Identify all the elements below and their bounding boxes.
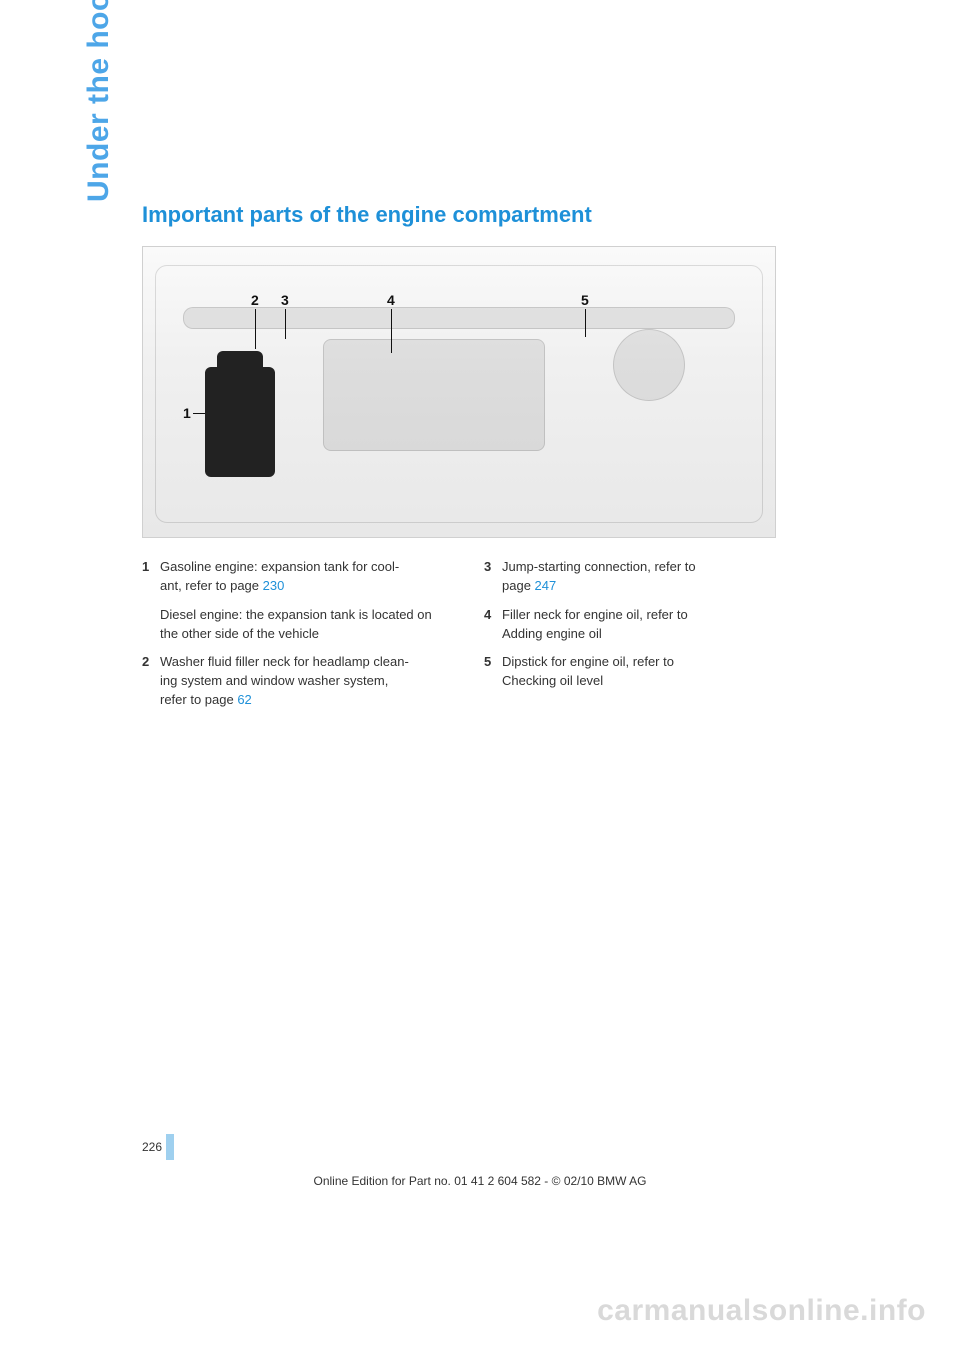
legend-text-1b: ant, refer to page bbox=[160, 578, 263, 593]
legend-link-230[interactable]: 230 bbox=[263, 578, 285, 593]
legend-text-2c: refer to page bbox=[160, 692, 237, 707]
callout-1: 1 bbox=[183, 405, 191, 421]
legend-text-3a: Jump-starting connection, refer to bbox=[502, 559, 696, 574]
side-tab-label: Under the hood bbox=[82, 0, 116, 202]
legend-text-5: Dipstick for engine oil, refer to Checki… bbox=[502, 653, 792, 691]
legend-num-2: 2 bbox=[142, 653, 160, 710]
legend-left-col: 1 Gasoline engine: expansion tank for co… bbox=[142, 558, 450, 720]
callout-3-tick bbox=[285, 309, 286, 339]
left-reservoir-cap bbox=[217, 351, 263, 373]
footer-text: Online Edition for Part no. 01 41 2 604 … bbox=[0, 1174, 960, 1188]
legend-num-1: 1 bbox=[142, 558, 160, 596]
callout-4-tick bbox=[391, 309, 392, 353]
callout-1-tick bbox=[193, 413, 205, 414]
callout-3: 3 bbox=[281, 292, 289, 308]
legend-item-3: 3 Jump-starting connection, refer to pag… bbox=[484, 558, 792, 596]
callout-5-tick bbox=[585, 309, 586, 337]
legend-text-4a: Filler neck for engine oil, refer to bbox=[502, 607, 688, 622]
legend-text-2a: Washer fluid filler neck for headlamp cl… bbox=[160, 654, 409, 669]
legend-item-4: 4 Filler neck for engine oil, refer to A… bbox=[484, 606, 792, 644]
legend-text-3b: page bbox=[502, 578, 535, 593]
callout-2: 2 bbox=[251, 292, 259, 308]
engine-cover bbox=[323, 339, 545, 451]
legend-link-62[interactable]: 62 bbox=[237, 692, 251, 707]
legend-right-col: 3 Jump-starting connection, refer to pag… bbox=[484, 558, 792, 720]
callout-2-tick bbox=[255, 309, 256, 349]
page-number: 226 bbox=[142, 1140, 162, 1154]
strut-bar bbox=[183, 307, 735, 329]
legend-text-2b: ing system and window washer system, bbox=[160, 673, 388, 688]
legend-text-1a: Gasoline engine: expansion tank for cool… bbox=[160, 559, 399, 574]
legend-text-1: Gasoline engine: expansion tank for cool… bbox=[160, 558, 450, 596]
legend-item-1: 1 Gasoline engine: expansion tank for co… bbox=[142, 558, 450, 596]
content-area: Important parts of the engine compartmen… bbox=[142, 202, 792, 720]
legend-text-5b: Checking oil level bbox=[502, 673, 603, 688]
legend-item-2: 2 Washer fluid filler neck for headlamp … bbox=[142, 653, 450, 710]
watermark: carmanualsonline.info bbox=[597, 1294, 926, 1328]
legend: 1 Gasoline engine: expansion tank for co… bbox=[142, 558, 792, 720]
legend-num-3: 3 bbox=[484, 558, 502, 596]
right-reservoir bbox=[613, 329, 685, 401]
legend-text-4: Filler neck for engine oil, refer to Add… bbox=[502, 606, 792, 644]
legend-num-5: 5 bbox=[484, 653, 502, 691]
legend-text-3: Jump-starting connection, refer to page … bbox=[502, 558, 792, 596]
page-marker-block bbox=[166, 1134, 174, 1160]
callout-5: 5 bbox=[581, 292, 589, 308]
legend-item-5: 5 Dipstick for engine oil, refer to Chec… bbox=[484, 653, 792, 691]
legend-text-2: Washer fluid filler neck for headlamp cl… bbox=[160, 653, 450, 710]
legend-text-4b: Adding engine oil bbox=[502, 626, 602, 641]
legend-num-4: 4 bbox=[484, 606, 502, 644]
legend-text-5a: Dipstick for engine oil, refer to bbox=[502, 654, 674, 669]
legend-link-247[interactable]: 247 bbox=[535, 578, 557, 593]
callout-4: 4 bbox=[387, 292, 395, 308]
section-title: Important parts of the engine compartmen… bbox=[142, 202, 792, 228]
legend-sub-1: Diesel engine: the expansion tank is loc… bbox=[160, 606, 450, 644]
page-number-bar: 226 bbox=[142, 1134, 174, 1160]
engine-diagram: 1 2 3 4 5 bbox=[142, 246, 776, 538]
left-reservoir bbox=[205, 367, 275, 477]
